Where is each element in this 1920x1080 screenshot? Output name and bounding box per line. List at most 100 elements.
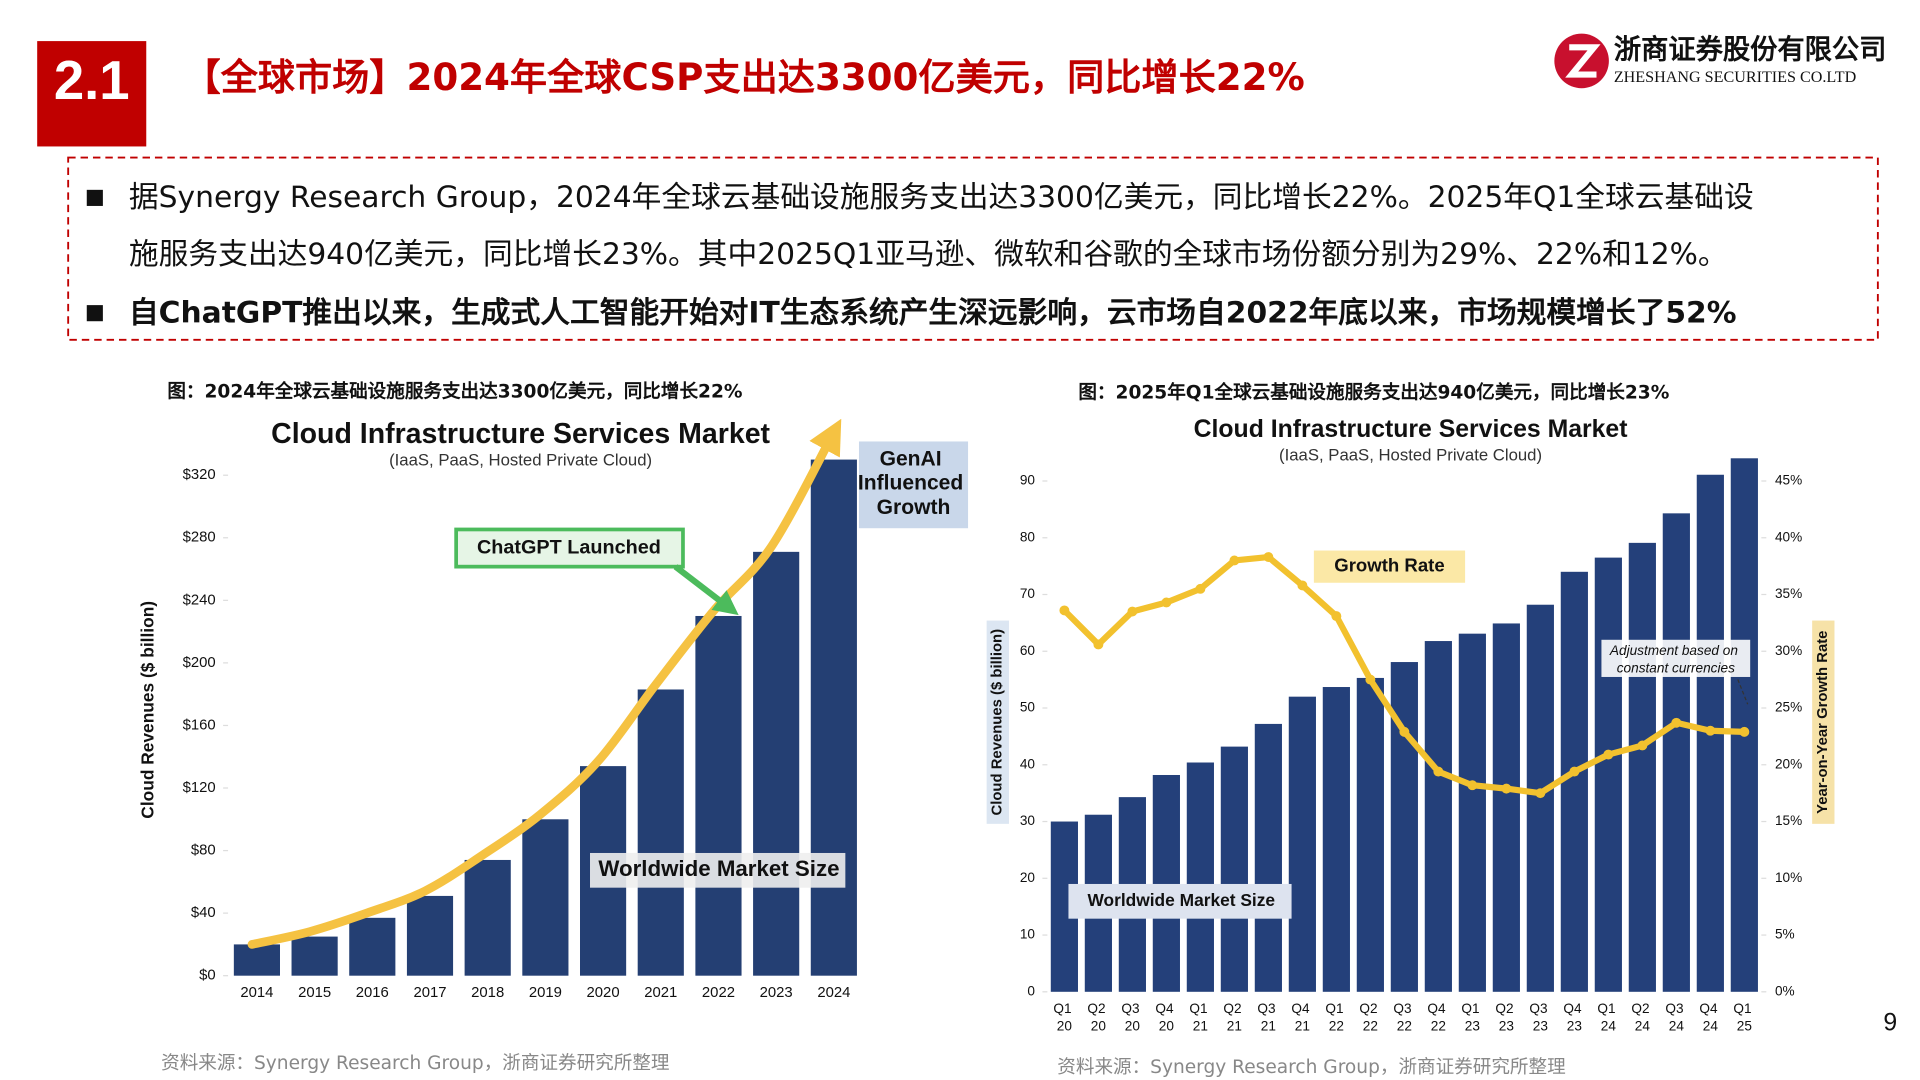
bar: [233, 944, 280, 976]
growth-point: [1093, 639, 1104, 650]
y-tick-label: $80: [191, 842, 216, 858]
growth-point: [1263, 552, 1274, 563]
x-tick-label: 2018: [471, 985, 504, 1001]
growth-point: [1433, 766, 1444, 777]
growth-point: [1535, 788, 1546, 799]
y-tick-label: $120: [183, 780, 216, 796]
bullet-marker: [86, 189, 103, 206]
growth-point: [1195, 583, 1206, 594]
x-tick-label: Q1 25: [1733, 1001, 1755, 1033]
bar: [1526, 604, 1554, 992]
x-tick-label: 2019: [529, 985, 562, 1001]
bar: [637, 689, 684, 976]
x-tick-label: 2014: [240, 985, 273, 1001]
y-tick-label: $0: [199, 968, 216, 984]
y-tick-label: 30: [1020, 813, 1036, 828]
x-tick-label: Q2 20: [1087, 1001, 1109, 1033]
figure-source: 资料来源：Synergy Research Group，浙商证券研究所整理: [161, 1053, 669, 1074]
annotation-arrow: [673, 564, 739, 616]
growth-point: [1365, 674, 1376, 685]
y2-tick-label: 45%: [1775, 473, 1802, 488]
bar: [1662, 513, 1690, 992]
y-tick-label: $240: [183, 592, 216, 608]
logo-en: ZHESHANG SECURITIES CO.LTD: [1614, 69, 1856, 86]
x-tick-label: Q4 23: [1563, 1001, 1585, 1033]
growth-point: [1739, 726, 1750, 737]
x-tick-label: 2016: [356, 985, 389, 1001]
y2-tick-label: 10%: [1775, 870, 1802, 885]
y2-tick-label: 40%: [1775, 529, 1802, 544]
bar: [1390, 662, 1418, 992]
y-tick-label: 60: [1020, 643, 1036, 658]
series-label: Growth Rate: [1334, 555, 1444, 576]
growth-point: [1161, 597, 1172, 608]
x-tick-label: Q4 24: [1699, 1001, 1721, 1033]
x-tick-label: Q3 22: [1393, 1001, 1415, 1033]
x-tick-label: 2022: [702, 985, 735, 1001]
x-tick-label: Q2 22: [1359, 1001, 1381, 1033]
x-tick-label: Q3 24: [1665, 1001, 1687, 1033]
section-block: [37, 41, 147, 147]
x-tick-label: Q1 21: [1189, 1001, 1211, 1033]
x-tick-label: Q2 24: [1631, 1001, 1653, 1033]
bar: [1356, 677, 1384, 992]
x-tick-label: Q1 22: [1325, 1001, 1347, 1033]
bar: [1628, 542, 1656, 992]
growth-point: [1127, 606, 1138, 617]
growth-point: [1705, 725, 1716, 736]
bar: [1594, 557, 1622, 992]
x-tick-label: Q2 23: [1495, 1001, 1517, 1033]
bar: [1730, 458, 1758, 992]
bar: [1220, 746, 1248, 992]
x-tick-label: Q1 24: [1597, 1001, 1619, 1033]
chart-subtitle: (IaaS, PaaS, Hosted Private Cloud): [1279, 446, 1542, 465]
annotation-box: [454, 527, 685, 569]
x-tick-label: 2015: [298, 985, 331, 1001]
y-tick-label: 70: [1020, 586, 1036, 601]
bar: [522, 819, 569, 976]
x-tick-label: Q1 20: [1053, 1001, 1075, 1033]
chart-title: Cloud Infrastructure Services Market: [1194, 416, 1628, 443]
y-tick-label: 20: [1020, 870, 1036, 885]
logo-cn: 浙商证券股份有限公司: [1614, 34, 1887, 66]
bar: [1288, 696, 1316, 992]
bar: [695, 615, 742, 976]
bar: [291, 936, 338, 976]
growth-point: [1229, 555, 1240, 566]
x-tick-label: Q4 21: [1291, 1001, 1313, 1033]
y2-tick-label: 35%: [1775, 586, 1802, 601]
x-tick-label: Q2 21: [1223, 1001, 1245, 1033]
chart-subtitle: (IaaS, PaaS, Hosted Private Cloud): [389, 451, 652, 470]
growth-point: [1059, 605, 1070, 616]
y-tick-label: $280: [183, 530, 216, 546]
x-tick-label: 2023: [760, 985, 793, 1001]
y-tick-label: $40: [191, 905, 216, 921]
y2-label-bg: [1812, 620, 1835, 824]
annotation-box: [1601, 639, 1751, 677]
trend-arrow: [247, 418, 842, 949]
bar: [1492, 623, 1520, 992]
y-axis-label: Cloud Revenues ($ billion): [137, 601, 157, 819]
y-tick-label: 90: [1020, 473, 1036, 488]
x-tick-label: 2020: [587, 985, 620, 1001]
x-tick-label: Q3 23: [1529, 1001, 1551, 1033]
y-label-bg: [986, 620, 1009, 824]
y2-tick-label: 25%: [1775, 700, 1802, 715]
section-number: 2.1: [54, 50, 130, 111]
y-tick-label: $160: [183, 717, 216, 733]
y-tick-label: 50: [1020, 700, 1036, 715]
logo-mark: [1565, 44, 1601, 78]
growth-point: [1671, 717, 1682, 728]
y2-axis-label: Year-on-Year Growth Rate: [1815, 631, 1831, 814]
bar: [406, 895, 454, 976]
growth-point: [1637, 740, 1648, 751]
y-tick-label: $200: [183, 655, 216, 671]
summary-box: [67, 156, 1879, 341]
annotation: ChatGPT Launched: [477, 536, 661, 558]
bar: [1322, 687, 1350, 992]
bar: [1254, 723, 1282, 992]
bar: [1560, 571, 1588, 992]
charts: 图：2024年全球云基础设施服务支出达3300亿美元，同比增长22% 资料来源：S…: [137, 380, 1835, 1078]
series-label: Worldwide Market Size: [598, 856, 839, 881]
